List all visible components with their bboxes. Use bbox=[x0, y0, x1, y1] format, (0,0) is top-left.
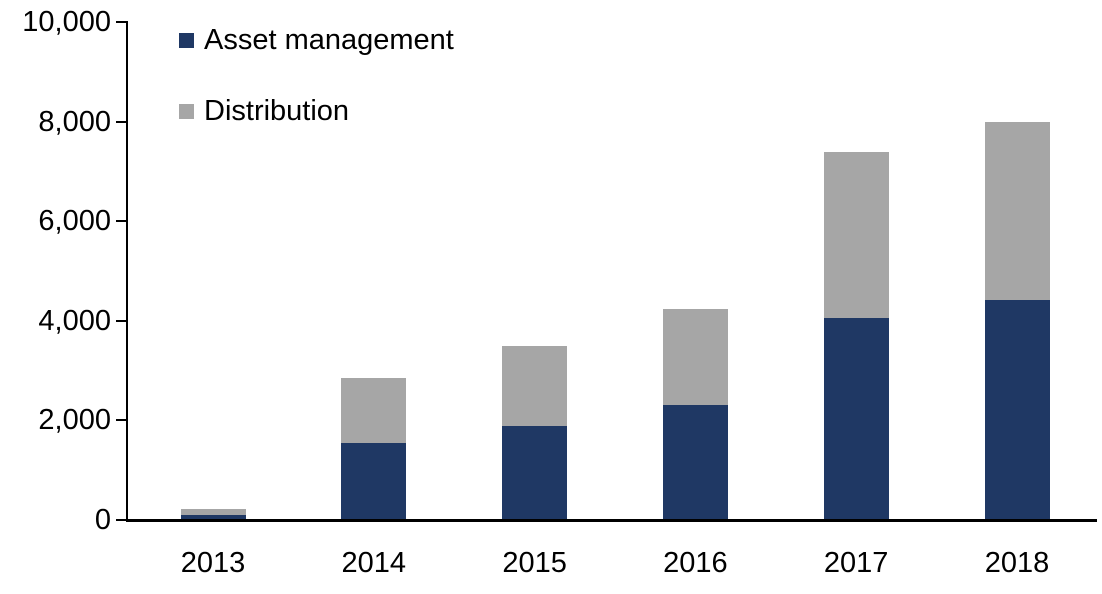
x-axis-label-2015: 2015 bbox=[502, 547, 567, 579]
y-tick-8,000 bbox=[116, 120, 128, 123]
legend-label-distribution: Distribution bbox=[204, 94, 350, 127]
y-axis-line bbox=[126, 21, 128, 522]
y-axis-label-2,000: 2,000 bbox=[38, 404, 111, 437]
bar-2018-distribution bbox=[984, 121, 1050, 300]
y-tick-10,000 bbox=[116, 21, 128, 23]
legend-item-distribution: Distribution bbox=[179, 94, 454, 127]
x-axis-line bbox=[127, 519, 1097, 522]
bar-2014-asset-management bbox=[341, 443, 407, 520]
y-axis-label-6,000: 6,000 bbox=[38, 205, 111, 238]
x-axis-label-2016: 2016 bbox=[663, 547, 728, 579]
y-tick-4,000 bbox=[116, 319, 128, 322]
y-tick-6,000 bbox=[116, 220, 128, 223]
x-axis-label-2013: 2013 bbox=[180, 547, 246, 579]
bar-2018-asset-management bbox=[984, 299, 1050, 520]
x-axis-label-2018: 2018 bbox=[984, 547, 1050, 579]
bar-2017-distribution bbox=[823, 151, 889, 319]
legend-label-asset-management: Asset management bbox=[204, 23, 454, 56]
x-axis-label-2017: 2017 bbox=[823, 547, 889, 579]
bar-2014-distribution bbox=[341, 378, 407, 444]
legend: Asset management Distribution bbox=[179, 23, 454, 127]
y-axis-label-0: 0 bbox=[94, 504, 111, 536]
bar-2015-asset-management bbox=[502, 425, 568, 520]
bar-2013-asset-management bbox=[180, 515, 246, 520]
bar-2016-distribution bbox=[662, 309, 728, 406]
bar-2013-distribution bbox=[180, 509, 246, 515]
y-tick-0 bbox=[116, 519, 128, 521]
bar-2016-asset-management bbox=[662, 405, 728, 520]
bar-2015-distribution bbox=[502, 345, 568, 426]
legend-swatch-distribution bbox=[179, 103, 194, 119]
y-axis-label-4,000: 4,000 bbox=[38, 304, 111, 337]
y-axis-label-8,000: 8,000 bbox=[38, 105, 111, 138]
legend-swatch-asset-management bbox=[179, 32, 194, 48]
y-axis-label-10,000: 10,000 bbox=[22, 6, 111, 38]
legend-item-asset-management: Asset management bbox=[179, 23, 454, 56]
y-tick-2,000 bbox=[116, 419, 128, 422]
x-axis-label-2014: 2014 bbox=[341, 547, 407, 579]
bar-2017-asset-management bbox=[823, 318, 889, 520]
